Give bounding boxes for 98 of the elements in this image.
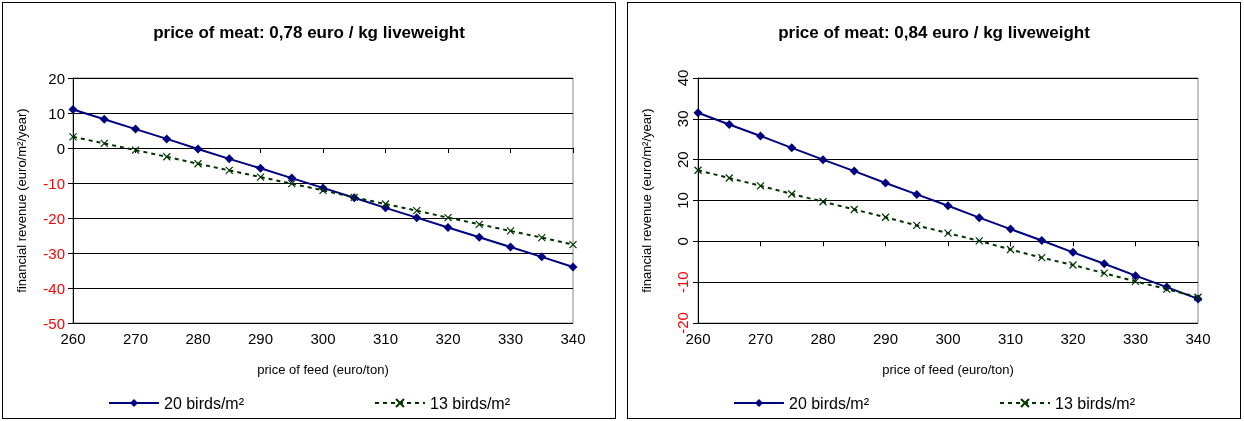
- x-tick-label: 260: [60, 330, 86, 347]
- point: [412, 213, 422, 223]
- point: [474, 232, 484, 242]
- point: [256, 163, 265, 173]
- y-tick-label: 30: [674, 110, 691, 128]
- point: [568, 240, 578, 249]
- legend-label: 13 birds/m²: [1055, 394, 1136, 412]
- legend-label: 13 birds/m²: [430, 394, 511, 412]
- x-tick-label: 300: [310, 330, 336, 347]
- x-tick-label: 340: [1185, 330, 1211, 347]
- x-tick-label: 330: [497, 330, 524, 347]
- x-tick-label: 280: [185, 330, 211, 347]
- y-tick-label: 10: [674, 192, 691, 209]
- y-axis-title: financial revenue (euro/m²/year): [14, 108, 29, 293]
- point: [943, 229, 953, 238]
- point: [131, 146, 140, 155]
- point: [1006, 245, 1015, 254]
- x-tick-label: 270: [747, 330, 774, 347]
- point: [787, 189, 796, 199]
- point: [381, 199, 390, 209]
- point: [193, 144, 203, 154]
- x-axis-title: price of feed (euro/ton): [882, 362, 1014, 377]
- point: [162, 134, 172, 144]
- point: [725, 173, 734, 183]
- point: [443, 213, 453, 222]
- y-tick-label: 20: [674, 151, 691, 169]
- point: [537, 252, 547, 262]
- point: [693, 166, 703, 175]
- point: [256, 172, 265, 182]
- x-tick-label: 320: [435, 330, 461, 347]
- point: [412, 206, 421, 215]
- y-axis-title: financial revenue (euro/m²/year): [639, 108, 654, 293]
- point: [756, 181, 765, 190]
- point: [756, 131, 765, 141]
- point: [1068, 247, 1078, 257]
- point: [287, 179, 296, 188]
- point: [912, 221, 921, 230]
- point: [975, 236, 984, 246]
- y-tick-label: -10: [43, 174, 65, 192]
- point: [162, 152, 171, 161]
- point: [506, 226, 515, 236]
- y-tick-label: 10: [48, 104, 65, 122]
- x-tick-label: 290: [247, 330, 274, 347]
- point: [818, 197, 828, 206]
- point: [287, 173, 297, 183]
- point: [787, 143, 797, 153]
- point: [225, 166, 234, 175]
- point: [818, 155, 828, 165]
- x-tick-label: 310: [997, 330, 1024, 347]
- y-tick-label: 40: [674, 69, 691, 87]
- point: [568, 262, 578, 272]
- point: [1100, 269, 1109, 278]
- y-tick-label: -10: [674, 271, 691, 294]
- point: [443, 222, 453, 232]
- point: [881, 178, 890, 188]
- x-tick-label: 300: [935, 330, 961, 347]
- point: [99, 114, 109, 124]
- point: [1099, 259, 1109, 269]
- x-tick-label: 330: [1122, 330, 1149, 347]
- point: [537, 233, 546, 242]
- y-tick-label: -50: [43, 314, 65, 332]
- y-tick-label: -20: [43, 209, 65, 227]
- point: [68, 132, 78, 141]
- x-tick-label: 310: [372, 330, 399, 347]
- point: [193, 159, 203, 168]
- point: [912, 189, 922, 199]
- point: [475, 220, 484, 229]
- point: [1037, 236, 1047, 246]
- x-tick-label: 290: [872, 330, 899, 347]
- x-tick-label: 340: [560, 330, 586, 347]
- point: [724, 120, 734, 130]
- y-tick-label: -40: [43, 279, 65, 297]
- x-tick-label: 270: [122, 330, 149, 347]
- point: [224, 154, 234, 164]
- point: [1037, 253, 1046, 262]
- legend-label: 20 birds/m²: [788, 394, 870, 412]
- point: [100, 139, 109, 148]
- point: [1131, 277, 1140, 286]
- x-tick-label: 280: [810, 330, 836, 347]
- point: [1006, 224, 1015, 234]
- point: [506, 242, 515, 252]
- point: [1068, 260, 1078, 270]
- point: [943, 201, 953, 211]
- point: [974, 213, 984, 223]
- y-tick-label: 0: [56, 139, 65, 157]
- point: [1131, 271, 1140, 281]
- legend-label: 20 birds/m²: [163, 394, 245, 412]
- point: [850, 205, 859, 214]
- point: [131, 124, 140, 134]
- chart-title: price of meat: 0,78 euro / kg liveweight: [153, 23, 466, 42]
- point: [849, 166, 859, 176]
- point: [881, 213, 890, 222]
- x-axis-title: price of feed (euro/ton): [257, 362, 389, 377]
- x-tick-label: 320: [1060, 330, 1086, 347]
- y-tick-label: 0: [674, 237, 691, 246]
- chart-title: price of meat: 0,84 euro / kg liveweight: [778, 23, 1091, 42]
- y-tick-label: 20: [48, 69, 65, 87]
- y-tick-label: -30: [43, 244, 65, 262]
